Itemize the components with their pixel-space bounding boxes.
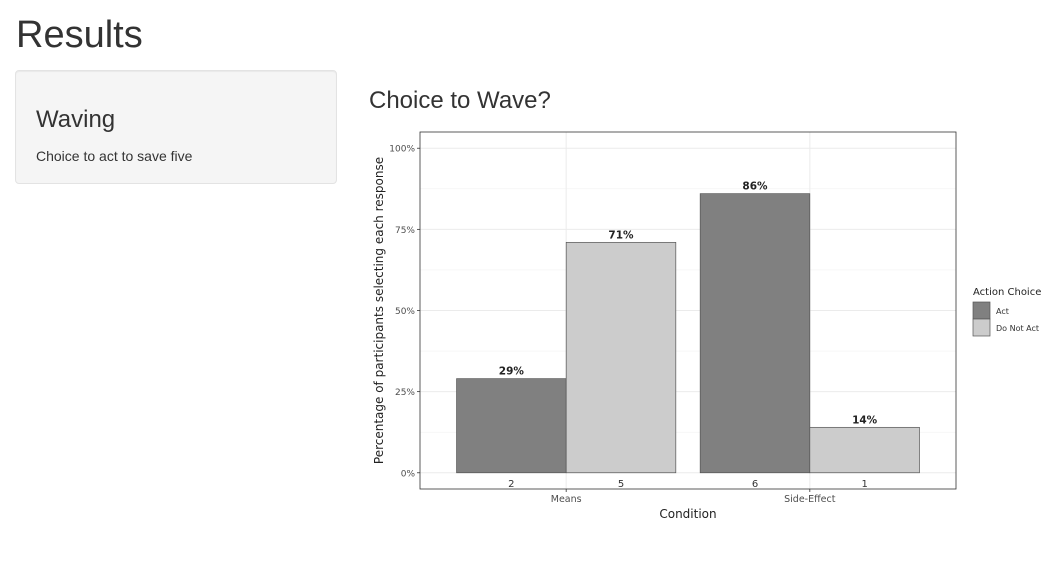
legend: Action Choice Act Do Not Act <box>972 287 1041 337</box>
legend-label: Do Not Act <box>996 324 1039 333</box>
chart-title: Choice to Wave? <box>369 87 551 114</box>
page-title: Results <box>16 14 143 56</box>
bar-chart: 29% 2 71% 5 86% 6 14% 1 0% 25% 50% 75% 100% Means Sid… <box>372 131 1041 521</box>
legend-key-do-not-act <box>972 318 991 337</box>
percent-label: 86% <box>742 181 768 193</box>
bar-act-side-effect <box>699 193 811 474</box>
count-label: 2 <box>508 479 514 490</box>
y-axis-label: Percentage of participants selecting eac… <box>372 157 386 464</box>
percent-label: 71% <box>608 229 634 241</box>
data-labels: 29% 2 71% 5 86% 6 14% 1 <box>499 181 878 490</box>
y-tick-label: 75% <box>395 226 415 236</box>
bar-do-not-act-means <box>565 241 677 474</box>
legend-label: Act <box>996 307 1009 316</box>
percent-label: 29% <box>499 366 525 378</box>
x-tick-label: Means <box>551 494 582 505</box>
x-axis-label: Condition <box>659 507 716 521</box>
count-label: 6 <box>752 479 758 490</box>
legend-key-act <box>972 301 991 320</box>
legend-title: Action Choice <box>973 287 1041 298</box>
sidebar-description: Choice to act to save five <box>36 148 193 164</box>
count-label: 1 <box>861 479 867 490</box>
y-tick-label: 50% <box>395 307 415 317</box>
sidebar-panel: Waving Choice to act to save five <box>15 70 337 184</box>
x-tick-label: Side-Effect <box>784 494 836 505</box>
bar-act-means <box>456 378 567 474</box>
axes: 0% 25% 50% 75% 100% Means Side-Effect <box>389 131 957 505</box>
bars <box>456 193 920 474</box>
y-tick-label: 100% <box>389 145 415 155</box>
y-tick-label: 25% <box>395 388 415 398</box>
count-label: 5 <box>618 479 624 490</box>
sidebar-title: Waving <box>36 106 116 133</box>
percent-label: 14% <box>852 414 878 426</box>
y-tick-label: 0% <box>401 469 416 479</box>
bar-do-not-act-side-effect <box>809 426 920 474</box>
